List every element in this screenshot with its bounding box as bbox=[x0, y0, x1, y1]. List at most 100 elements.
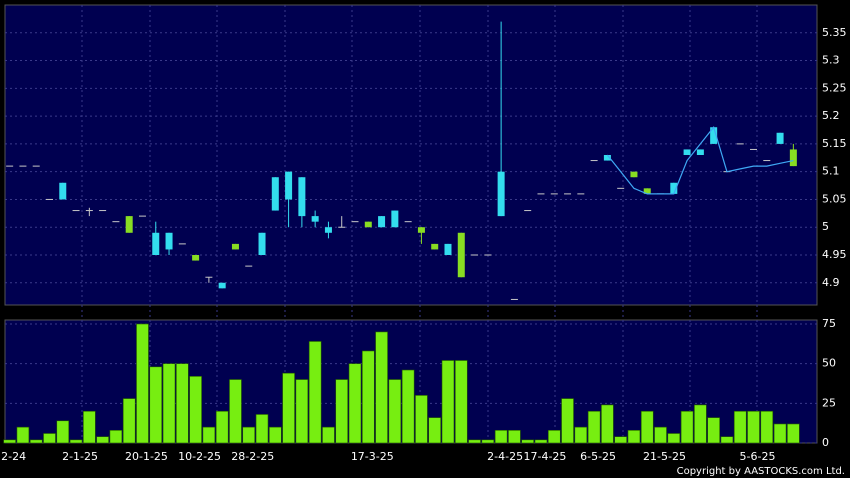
bar bbox=[335, 379, 349, 444]
y-tick-label: 5.2 bbox=[822, 109, 840, 122]
bar bbox=[16, 426, 30, 444]
bar bbox=[69, 439, 83, 444]
bar bbox=[680, 410, 694, 444]
bar bbox=[348, 363, 362, 444]
x-tick-label: 17-4-25 bbox=[524, 450, 567, 463]
x-tick-label: 17-3-25 bbox=[351, 450, 394, 463]
candle-body bbox=[776, 132, 784, 144]
bar bbox=[308, 341, 322, 444]
bar bbox=[720, 436, 734, 444]
bar bbox=[242, 426, 256, 444]
x-tick-label: 5-6-25 bbox=[740, 450, 776, 463]
bar bbox=[733, 410, 747, 444]
candle-body bbox=[231, 243, 239, 250]
bar bbox=[162, 363, 176, 444]
candle-body bbox=[497, 171, 505, 217]
bar bbox=[667, 433, 681, 444]
bar bbox=[494, 430, 508, 444]
bar bbox=[773, 423, 787, 444]
candle-body bbox=[324, 227, 332, 233]
candle-body bbox=[630, 171, 638, 178]
candle-body bbox=[391, 210, 399, 228]
bar bbox=[561, 398, 574, 444]
candle-body bbox=[271, 177, 279, 211]
bar bbox=[3, 439, 16, 444]
y-tick-label: 5.15 bbox=[822, 137, 847, 150]
bar bbox=[136, 323, 149, 444]
candle-body bbox=[457, 232, 465, 278]
bar bbox=[428, 417, 442, 444]
bar bbox=[43, 433, 56, 444]
candle-body bbox=[125, 216, 133, 233]
bar bbox=[122, 398, 136, 444]
candle-body bbox=[417, 227, 425, 233]
copyright: Copyright by AASTOCKS.com Ltd. bbox=[677, 466, 845, 477]
candle-body bbox=[59, 182, 67, 200]
x-tick-label: 10-2-25 bbox=[178, 450, 221, 463]
candle-body bbox=[258, 232, 266, 255]
bar bbox=[96, 436, 109, 444]
bar bbox=[189, 376, 202, 444]
bar bbox=[215, 410, 229, 444]
bar bbox=[481, 439, 495, 444]
x-tick-label: 28-2-25 bbox=[231, 450, 274, 463]
bar bbox=[401, 369, 415, 444]
bar bbox=[747, 410, 760, 444]
line bbox=[606, 125, 794, 195]
bar bbox=[614, 436, 627, 444]
candle-body bbox=[165, 232, 173, 250]
y-tick-label: 5.3 bbox=[822, 54, 840, 67]
bar bbox=[415, 395, 428, 444]
candle-body bbox=[670, 182, 678, 194]
bar bbox=[202, 426, 216, 444]
candle-body bbox=[378, 216, 386, 228]
y-tick-label: 4.95 bbox=[822, 248, 847, 261]
bar bbox=[640, 410, 654, 444]
candle-body bbox=[710, 127, 718, 144]
bar bbox=[282, 372, 295, 444]
bar bbox=[787, 423, 800, 444]
candle-body bbox=[285, 171, 293, 200]
bar bbox=[574, 426, 588, 444]
bar bbox=[521, 439, 534, 444]
x-tick-label: 20-1-25 bbox=[125, 450, 168, 463]
bar bbox=[694, 404, 707, 444]
bar bbox=[109, 430, 123, 444]
bar bbox=[176, 363, 189, 444]
bar bbox=[322, 426, 335, 444]
candle-body bbox=[431, 243, 439, 250]
y-tick-label: 5.25 bbox=[822, 81, 847, 94]
candle-body bbox=[364, 221, 372, 228]
x-tick-label: 2-4-25 bbox=[487, 450, 523, 463]
candle-body bbox=[218, 282, 226, 289]
y-tick-label: 5 bbox=[822, 220, 829, 233]
bar bbox=[707, 417, 720, 444]
bar bbox=[375, 331, 388, 444]
y-tick-label: 5.1 bbox=[822, 165, 840, 178]
bar bbox=[587, 410, 601, 444]
bar bbox=[295, 379, 309, 444]
y-tick-label: 25 bbox=[822, 396, 836, 409]
candle-body bbox=[298, 177, 306, 217]
bar bbox=[601, 404, 614, 444]
y-tick-label: 5.05 bbox=[822, 192, 847, 205]
y-tick-label: 50 bbox=[822, 357, 836, 370]
bar bbox=[760, 410, 774, 444]
price-panel bbox=[4, 4, 818, 306]
y-tick-label: 4.9 bbox=[822, 276, 840, 289]
x-tick-label: 2-24 bbox=[1, 450, 26, 463]
y-tick-label: 0 bbox=[822, 436, 829, 449]
bar bbox=[255, 414, 269, 444]
candle-body bbox=[789, 149, 797, 167]
bar bbox=[149, 366, 163, 444]
candle-body bbox=[683, 149, 691, 155]
bar bbox=[269, 426, 282, 444]
candle-body bbox=[444, 243, 452, 255]
bar bbox=[441, 360, 455, 444]
y-tick-label: 5.35 bbox=[822, 26, 847, 39]
bar bbox=[229, 379, 242, 444]
bar bbox=[29, 439, 43, 444]
candle-body bbox=[696, 149, 704, 155]
x-tick-label: 2-1-25 bbox=[62, 450, 98, 463]
